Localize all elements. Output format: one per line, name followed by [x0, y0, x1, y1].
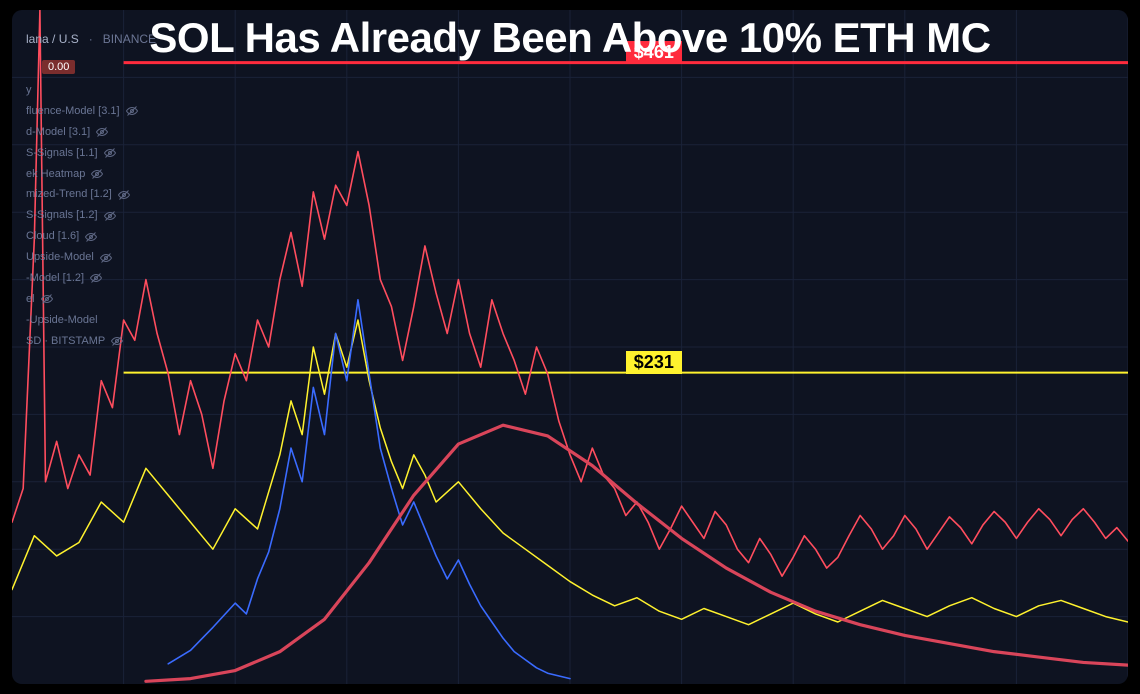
- indicator-row[interactable]: y: [26, 80, 138, 101]
- eye-off-icon[interactable]: [104, 147, 116, 159]
- indicator-label: Upside-Model: [26, 247, 94, 268]
- indicator-row[interactable]: S-Signals [1.1]: [26, 143, 138, 164]
- indicator-label: -Upside-Model: [26, 310, 98, 331]
- series-blue-jagged: [168, 300, 570, 679]
- indicator-row[interactable]: -Upside-Model: [26, 310, 138, 331]
- indicator-row[interactable]: SD · BITSTAMP: [26, 331, 138, 352]
- eye-off-icon[interactable]: [118, 189, 130, 201]
- price-label: $231: [626, 351, 682, 374]
- indicator-row[interactable]: fluence-Model [3.1]: [26, 101, 138, 122]
- indicator-label: Cloud [1.6]: [26, 226, 79, 247]
- indicator-row[interactable]: ek Heatmap: [26, 164, 138, 185]
- eye-off-icon[interactable]: [111, 335, 123, 347]
- eye-off-icon[interactable]: [104, 210, 116, 222]
- indicator-label: S-Signals [1.2]: [26, 205, 98, 226]
- indicator-row[interactable]: mized-Trend [1.2]: [26, 184, 138, 205]
- series-red-smooth: [146, 425, 1128, 681]
- indicator-label: ek Heatmap: [26, 164, 85, 185]
- indicator-row[interactable]: el: [26, 289, 138, 310]
- indicator-row[interactable]: S-Signals [1.2]: [26, 205, 138, 226]
- indicator-row[interactable]: Cloud [1.6]: [26, 226, 138, 247]
- eye-off-icon[interactable]: [90, 272, 102, 284]
- indicator-label: mized-Trend [1.2]: [26, 184, 112, 205]
- indicator-label: fluence-Model [3.1]: [26, 101, 120, 122]
- indicator-row[interactable]: -Model [1.2]: [26, 268, 138, 289]
- indicator-row[interactable]: Upside-Model: [26, 247, 138, 268]
- eye-off-icon[interactable]: [100, 252, 112, 264]
- indicator-label: el: [26, 289, 35, 310]
- eye-off-icon[interactable]: [85, 231, 97, 243]
- chart-canvas[interactable]: [12, 10, 1128, 684]
- indicator-label: SD · BITSTAMP: [26, 331, 105, 352]
- eye-off-icon[interactable]: [126, 105, 138, 117]
- price-zero-badge: 0.00: [42, 60, 75, 74]
- indicator-row[interactable]: d-Model [3.1]: [26, 122, 138, 143]
- indicator-label: S-Signals [1.1]: [26, 143, 98, 164]
- indicator-label: d-Model [3.1]: [26, 122, 90, 143]
- indicator-label: -Model [1.2]: [26, 268, 84, 289]
- eye-off-icon[interactable]: [96, 126, 108, 138]
- indicator-label: y: [26, 80, 32, 101]
- chart-area[interactable]: lana / U.S · BINANCE 0.00 SOL Has Alread…: [12, 10, 1128, 684]
- eye-off-icon[interactable]: [41, 293, 53, 305]
- headline-title: SOL Has Already Been Above 10% ETH MC: [12, 14, 1128, 62]
- app-frame: lana / U.S · BINANCE 0.00 SOL Has Alread…: [0, 0, 1140, 694]
- indicator-list: yfluence-Model [3.1]d-Model [3.1]S-Signa…: [26, 80, 138, 352]
- eye-off-icon[interactable]: [91, 168, 103, 180]
